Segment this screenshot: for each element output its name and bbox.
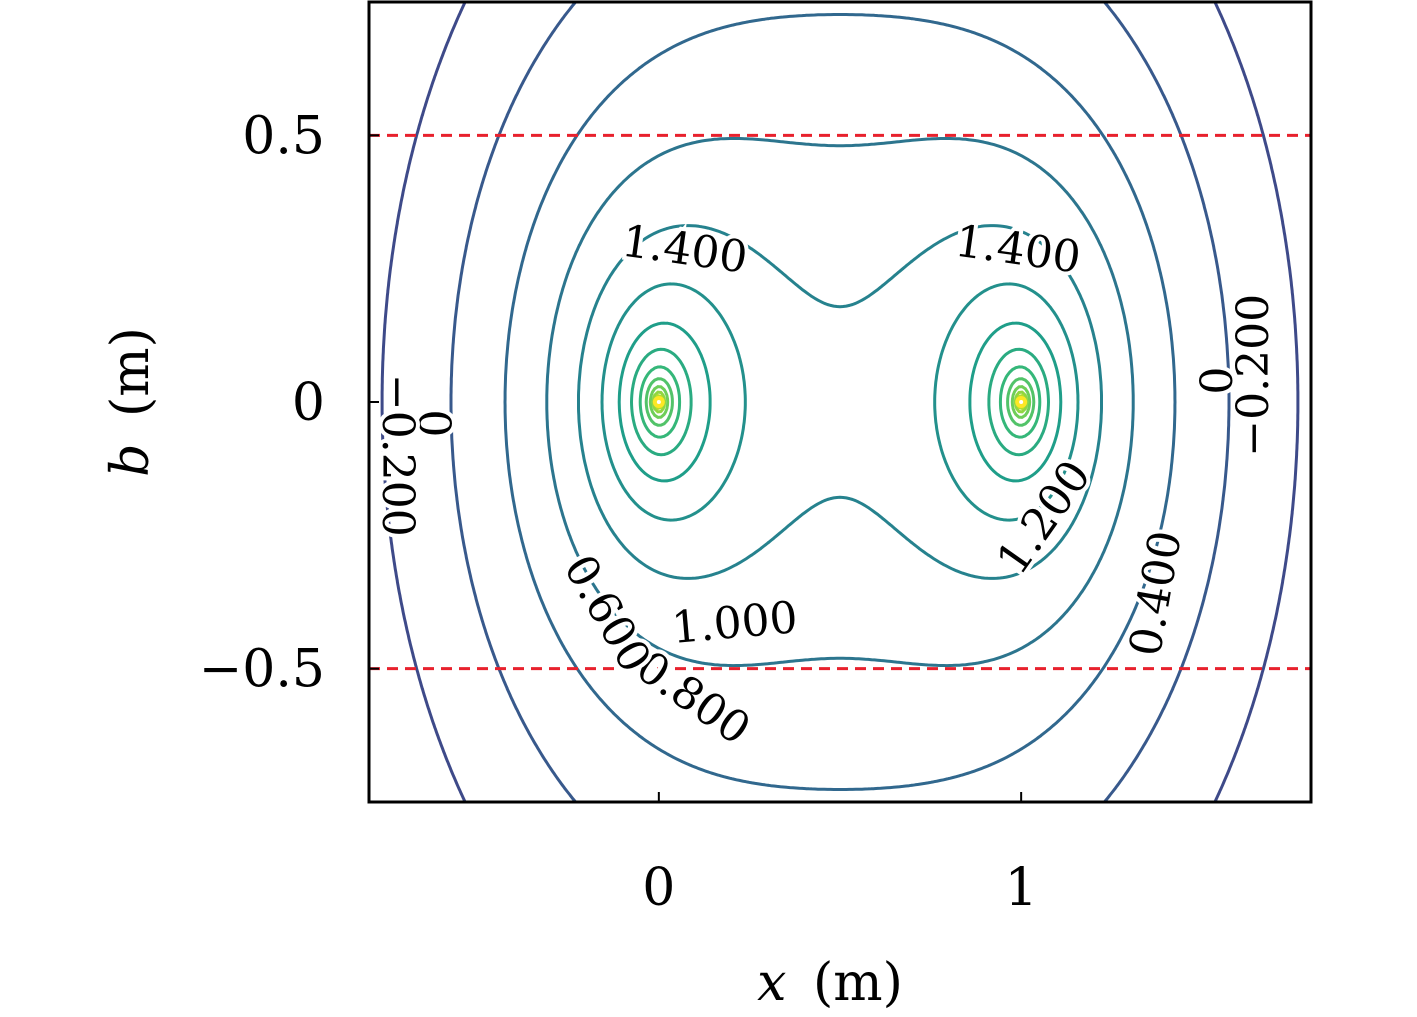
plot-frame <box>367 0 1313 804</box>
source-marker <box>656 400 661 404</box>
contour-label: 1.000 <box>670 592 800 654</box>
contour-level <box>577 224 1103 580</box>
contour-level <box>545 136 1135 668</box>
contour-level <box>644 377 1036 427</box>
contour-label: −0.200 <box>1228 294 1279 457</box>
x-axis-label: x (m) <box>757 953 903 1013</box>
contour-label: 1.400 <box>952 216 1084 284</box>
y-tick-label: 0 <box>292 373 325 433</box>
contour-level <box>617 321 1063 483</box>
contour-label: 0 <box>408 409 459 437</box>
axis-ticks: 0 1 −0.5 0 0.5 <box>199 106 1038 918</box>
contour-level <box>648 385 1032 419</box>
contour-level <box>630 347 1050 457</box>
contour-label: 1.400 <box>619 216 751 284</box>
y-tick-label: 0.5 <box>242 106 325 166</box>
contour-level <box>600 282 1080 522</box>
reference-lines <box>369 133 1311 671</box>
contour-label: 0.400 <box>1120 527 1192 660</box>
y-axis-label: b (m) <box>101 327 161 477</box>
x-tick-label: 1 <box>1005 858 1038 918</box>
source-marker <box>1019 400 1024 404</box>
y-tick-label: −0.5 <box>199 640 325 700</box>
contour-level <box>380 2 1300 802</box>
contour-lines <box>380 2 1300 802</box>
contour-level <box>449 2 1231 802</box>
contour-level <box>655 398 1025 406</box>
contour-level <box>503 13 1177 791</box>
contour-label: 1.200 <box>987 451 1101 583</box>
contour-label: 0 <box>1192 367 1243 395</box>
contour-level <box>638 365 1042 439</box>
source-markers <box>652 396 1028 408</box>
x-tick-label: 0 <box>642 858 675 918</box>
contour-label: −0.200 <box>372 374 423 537</box>
